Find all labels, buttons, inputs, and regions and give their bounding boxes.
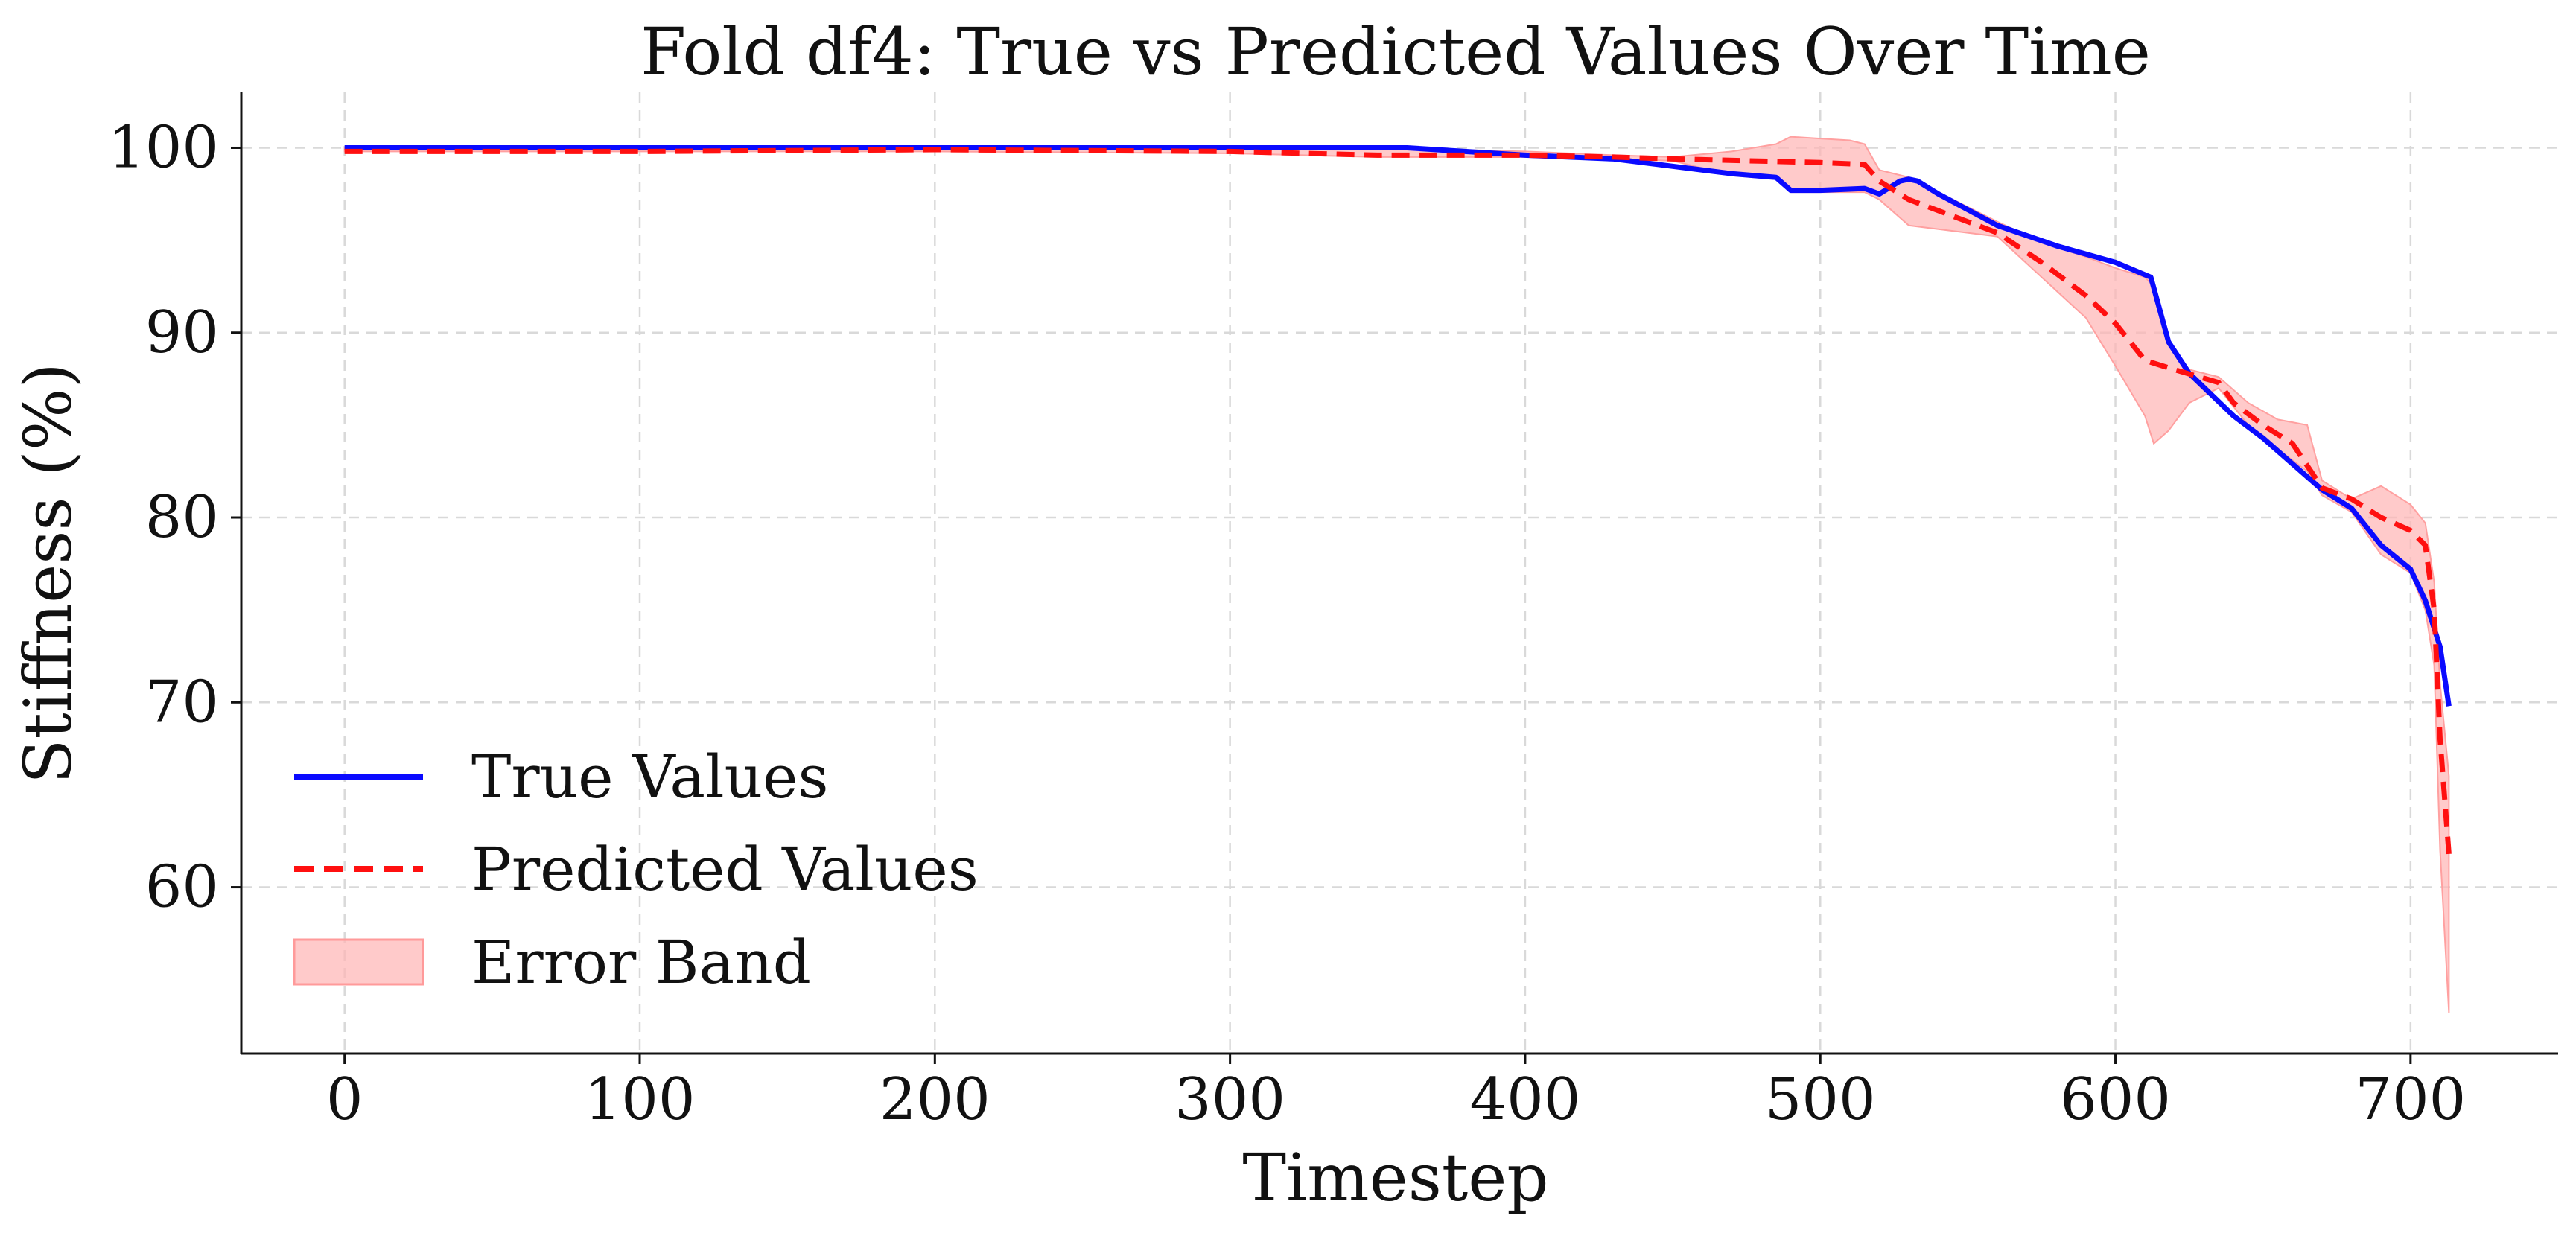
y-tick-label-80: 80: [145, 484, 219, 551]
x-tick-label-500: 500: [1765, 1066, 1876, 1133]
legend: True Values Predicted Values Error Band: [293, 742, 979, 997]
y-axis-label: Stiffness (%): [10, 363, 86, 784]
y-tick-label-90: 90: [145, 299, 219, 366]
legend-label-true-values: True Values: [471, 742, 829, 812]
series-layer: [344, 145, 2452, 855]
x-tick-label-100: 100: [585, 1066, 696, 1133]
x-tick-label-0: 0: [326, 1066, 363, 1133]
x-tick-label-700: 700: [2355, 1066, 2466, 1133]
y-tick-label-60: 60: [145, 854, 219, 921]
grid-lines: [241, 92, 2558, 1054]
chart-title: Fold df4: True vs Predicted Values Over …: [640, 13, 2151, 90]
legend-label-error-band: Error Band: [471, 928, 811, 997]
series-line-predicted-values: [344, 147, 2452, 855]
legend-swatch-error-band: [293, 938, 424, 986]
x-tick-label-200: 200: [880, 1066, 990, 1133]
x-axis-label: Timestep: [1242, 1139, 1548, 1216]
x-tick-label-400: 400: [1469, 1066, 1580, 1133]
x-tick-label-300: 300: [1174, 1066, 1285, 1133]
y-tick-label-100: 100: [108, 114, 219, 181]
y-tick-label-70: 70: [145, 669, 219, 736]
legend-label-predicted-values: Predicted Values: [471, 835, 979, 904]
y-axis-ticks: 60 70 80 90 100: [108, 114, 241, 921]
x-axis-ticks: 0 100 200 300 400 500 600 700: [326, 1054, 2466, 1133]
series-line-true-values: [344, 145, 2452, 707]
x-tick-label-600: 600: [2060, 1066, 2171, 1133]
